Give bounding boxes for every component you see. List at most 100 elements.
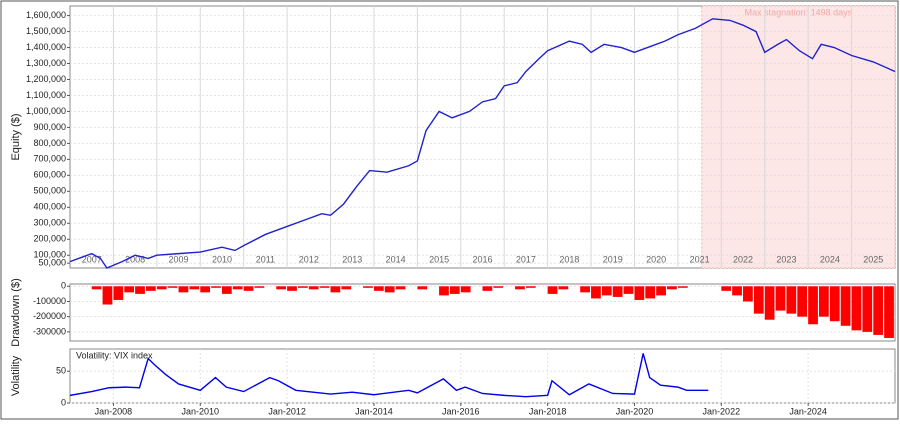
- drawdown-bar: [449, 286, 460, 294]
- year-label: 2024: [820, 254, 840, 264]
- year-label: 2021: [690, 254, 710, 264]
- drawdown-bar: [254, 286, 265, 288]
- drawdown-bar: [525, 286, 536, 288]
- drawdown-bar: [178, 286, 189, 293]
- year-label: 2019: [603, 254, 623, 264]
- drawdown-bar: [232, 286, 243, 290]
- year-label: 2023: [776, 254, 796, 264]
- drawdown-bar: [808, 286, 818, 325]
- year-label: 2020: [646, 254, 666, 264]
- y-tick-label: 300,000: [33, 218, 66, 228]
- year-label: 2022: [733, 254, 753, 264]
- drawdown-bar: [363, 286, 373, 288]
- legend-label: Volatility: VIX index: [76, 350, 153, 360]
- data-line: [69, 353, 709, 398]
- year-label: 2008: [125, 254, 145, 264]
- data-line: [69, 18, 896, 269]
- drawdown-bar: [558, 286, 569, 290]
- x-tick-label: Jan-2022: [703, 406, 741, 416]
- year-label: 2010: [212, 254, 232, 264]
- y-tick-label: 500,000: [33, 186, 66, 196]
- y-axis-title: Equity ($): [10, 113, 22, 160]
- drawdown-bar: [786, 286, 797, 314]
- drawdown-bar: [645, 286, 656, 299]
- x-tick-label: Jan-2008: [95, 406, 133, 416]
- drawdown-bar: [287, 286, 297, 291]
- drawdown-bar: [753, 286, 764, 314]
- drawdown-bar: [221, 286, 232, 294]
- y-tick-label: 1,400,000: [26, 42, 66, 52]
- y-tick-label: 1,000,000: [26, 106, 66, 116]
- y-tick-label: 200,000: [33, 234, 66, 244]
- y-tick-label: 900,000: [33, 122, 66, 132]
- drawdown-bar: [493, 286, 504, 288]
- x-tick-label: Jan-2010: [181, 406, 219, 416]
- year-label: 2011: [256, 254, 275, 264]
- drawdown-bar: [601, 286, 612, 296]
- drawdown-bar: [91, 286, 102, 290]
- drawdown-bar: [873, 286, 884, 335]
- plot-area: [69, 348, 896, 404]
- drawdown-bar: [189, 286, 200, 290]
- drawdown-bar: [384, 286, 395, 293]
- year-label: 2012: [299, 254, 319, 264]
- drawdown-bar: [851, 286, 862, 331]
- drawdown-bar: [417, 286, 428, 290]
- drawdown-bar: [276, 286, 287, 290]
- y-tick-label: 100,000: [33, 250, 66, 260]
- drawdown-bar: [775, 286, 786, 311]
- year-label: 2017: [516, 254, 536, 264]
- x-tick-label: Jan-2020: [616, 406, 654, 416]
- drawdown-bar: [634, 286, 645, 300]
- drawdown-bar: [124, 286, 135, 293]
- y-tick-label: 700,000: [33, 154, 66, 164]
- drawdown-bar: [460, 286, 471, 293]
- drawdown-bar: [840, 286, 851, 326]
- year-label: 2009: [169, 254, 189, 264]
- drawdown-bar: [819, 286, 829, 317]
- x-tick-label: Jan-2012: [268, 406, 306, 416]
- y-tick-label: 50,000: [38, 258, 66, 268]
- x-tick-label: Jan-2018: [529, 406, 567, 416]
- drawdown-bar: [764, 286, 775, 320]
- x-tick-label: Jan-2024: [789, 406, 827, 416]
- drawdown-bar: [862, 286, 873, 332]
- drawdown-bar: [721, 286, 732, 291]
- x-tick-label: Jan-2014: [355, 406, 393, 416]
- drawdown-bar: [319, 286, 330, 288]
- drawdown-bar: [743, 286, 753, 302]
- y-tick-label: 1,100,000: [26, 90, 66, 100]
- drawdown-bar: [667, 286, 677, 290]
- drawdown-bar: [623, 286, 634, 294]
- y-tick-label: 50: [56, 366, 66, 376]
- y-axis-title: Volatility: [10, 355, 22, 396]
- drawdown-bar: [330, 286, 341, 293]
- stagnation-label: Max stagnation: 1498 days: [745, 7, 853, 17]
- drawdown-bar: [167, 286, 178, 288]
- year-label: 2013: [342, 254, 362, 264]
- y-tick-label: 400,000: [33, 202, 66, 212]
- drawdown-bar: [656, 286, 666, 296]
- drawdown-bar: [797, 286, 808, 317]
- drawdown-bar: [591, 286, 601, 299]
- y-tick-label: 600,000: [33, 170, 66, 180]
- y-tick-label: 1,200,000: [26, 74, 66, 84]
- drawdown-bar: [341, 286, 352, 290]
- stagnation-region: [701, 5, 896, 269]
- x-tick-label: Jan-2016: [442, 406, 480, 416]
- year-label: 2018: [559, 254, 579, 264]
- drawdown-bar: [156, 286, 167, 290]
- drawdown-bar: [395, 286, 406, 290]
- y-tick-label: 0: [61, 281, 66, 291]
- drawdown-bar: [297, 286, 308, 288]
- y-tick-label: 1,300,000: [26, 58, 66, 68]
- y-tick-label: 1,600,000: [26, 10, 66, 20]
- y-tick-label: 0: [61, 397, 66, 407]
- y-tick-label: 1,500,000: [26, 26, 66, 36]
- drawdown-bar: [580, 286, 590, 293]
- y-axis-title: Drawdown ($): [10, 278, 22, 346]
- drawdown-bar: [547, 286, 558, 294]
- drawdown-bar: [113, 286, 124, 300]
- drawdown-bar: [884, 286, 894, 338]
